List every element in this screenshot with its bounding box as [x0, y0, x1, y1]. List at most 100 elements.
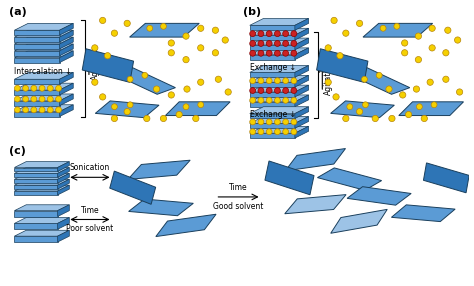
Circle shape	[192, 115, 199, 122]
Circle shape	[427, 79, 433, 85]
Polygon shape	[346, 66, 410, 94]
Text: Agitation: Agitation	[324, 60, 333, 95]
Circle shape	[124, 108, 130, 115]
Polygon shape	[14, 58, 60, 63]
Polygon shape	[14, 185, 57, 189]
Polygon shape	[14, 72, 73, 79]
Circle shape	[266, 31, 272, 37]
Polygon shape	[57, 179, 69, 189]
Circle shape	[55, 107, 62, 113]
Polygon shape	[250, 28, 309, 35]
Polygon shape	[60, 44, 73, 56]
Polygon shape	[60, 51, 73, 63]
Polygon shape	[57, 185, 69, 195]
Polygon shape	[295, 126, 309, 138]
Polygon shape	[14, 83, 73, 90]
Polygon shape	[295, 38, 309, 50]
Circle shape	[405, 112, 412, 118]
Circle shape	[283, 129, 289, 135]
Circle shape	[417, 104, 422, 110]
Circle shape	[91, 45, 98, 51]
Polygon shape	[57, 205, 69, 217]
Polygon shape	[14, 168, 57, 171]
Polygon shape	[295, 19, 309, 30]
Polygon shape	[250, 25, 295, 30]
Polygon shape	[14, 44, 60, 49]
Circle shape	[111, 104, 118, 110]
Polygon shape	[250, 123, 295, 128]
Text: (a): (a)	[9, 7, 26, 17]
Circle shape	[266, 41, 272, 46]
Circle shape	[331, 17, 337, 23]
Circle shape	[274, 78, 280, 84]
Polygon shape	[250, 75, 309, 82]
Circle shape	[160, 115, 166, 122]
Polygon shape	[250, 35, 295, 40]
Polygon shape	[423, 163, 469, 193]
Polygon shape	[363, 23, 433, 37]
Circle shape	[47, 107, 53, 113]
Text: (c): (c)	[9, 146, 26, 156]
Circle shape	[291, 98, 297, 103]
Polygon shape	[57, 230, 69, 242]
Circle shape	[431, 102, 437, 108]
Circle shape	[147, 25, 153, 31]
Text: Exchange ↓: Exchange ↓	[250, 110, 296, 119]
Polygon shape	[14, 211, 57, 217]
Circle shape	[55, 96, 62, 102]
Circle shape	[413, 86, 419, 92]
Circle shape	[400, 92, 406, 98]
Circle shape	[161, 23, 166, 29]
Polygon shape	[82, 49, 134, 82]
Polygon shape	[57, 218, 69, 229]
Polygon shape	[14, 30, 60, 35]
Circle shape	[356, 108, 363, 115]
Text: Time: Time	[81, 206, 99, 214]
Circle shape	[445, 27, 451, 33]
Polygon shape	[60, 94, 73, 106]
Circle shape	[215, 76, 221, 82]
Polygon shape	[14, 218, 69, 223]
Circle shape	[168, 40, 174, 46]
Circle shape	[144, 115, 150, 122]
Polygon shape	[14, 162, 69, 168]
Polygon shape	[250, 19, 309, 25]
Polygon shape	[14, 37, 73, 44]
Circle shape	[258, 129, 264, 135]
Circle shape	[372, 115, 378, 122]
Polygon shape	[128, 199, 193, 216]
Circle shape	[212, 50, 219, 56]
Polygon shape	[250, 72, 295, 77]
Circle shape	[47, 85, 53, 91]
Polygon shape	[295, 65, 309, 77]
Polygon shape	[57, 173, 69, 183]
Circle shape	[258, 78, 264, 84]
Polygon shape	[295, 48, 309, 60]
Circle shape	[183, 57, 189, 63]
Circle shape	[183, 33, 189, 39]
Circle shape	[104, 53, 111, 59]
Circle shape	[274, 50, 280, 56]
Polygon shape	[60, 23, 73, 35]
Circle shape	[291, 88, 297, 94]
Circle shape	[14, 85, 20, 91]
Polygon shape	[60, 37, 73, 49]
Circle shape	[283, 119, 289, 125]
Polygon shape	[14, 51, 60, 56]
Circle shape	[356, 20, 363, 27]
Polygon shape	[392, 205, 455, 222]
Polygon shape	[14, 79, 60, 84]
Circle shape	[127, 76, 133, 82]
Circle shape	[443, 76, 449, 82]
Polygon shape	[250, 48, 309, 55]
Polygon shape	[347, 187, 411, 205]
Polygon shape	[265, 161, 314, 195]
Circle shape	[401, 40, 408, 46]
Circle shape	[283, 78, 289, 84]
Circle shape	[455, 37, 461, 43]
Polygon shape	[295, 85, 309, 97]
Circle shape	[266, 88, 272, 94]
Polygon shape	[250, 114, 295, 118]
Polygon shape	[14, 112, 60, 116]
Circle shape	[376, 72, 382, 78]
